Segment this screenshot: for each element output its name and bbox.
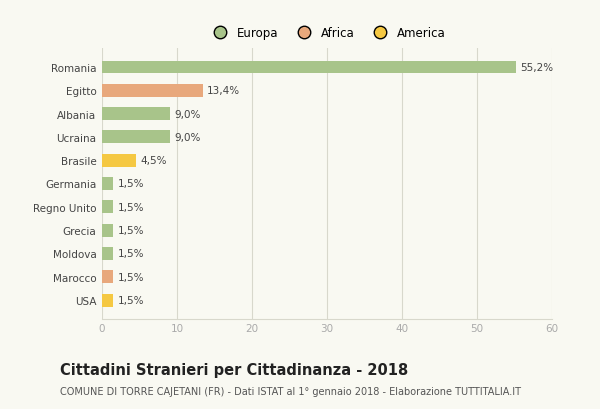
Bar	[102, 271, 113, 283]
Text: COMUNE DI TORRE CAJETANI (FR) - Dati ISTAT al 1° gennaio 2018 - Elaborazione TUT: COMUNE DI TORRE CAJETANI (FR) - Dati IST…	[60, 387, 521, 396]
Text: 1,5%: 1,5%	[118, 272, 144, 282]
Bar	[102, 154, 136, 167]
Text: 1,5%: 1,5%	[118, 202, 144, 212]
Text: 55,2%: 55,2%	[521, 63, 554, 73]
Bar	[102, 131, 170, 144]
Text: 4,5%: 4,5%	[140, 156, 167, 166]
Text: 1,5%: 1,5%	[118, 226, 144, 236]
Bar	[102, 178, 113, 191]
Text: Cittadini Stranieri per Cittadinanza - 2018: Cittadini Stranieri per Cittadinanza - 2…	[60, 362, 408, 377]
Text: 1,5%: 1,5%	[118, 179, 144, 189]
Bar	[102, 294, 113, 307]
Legend: Europa, Africa, America: Europa, Africa, America	[203, 22, 451, 45]
Bar	[102, 85, 203, 97]
Text: 9,0%: 9,0%	[174, 109, 200, 119]
Text: 13,4%: 13,4%	[207, 86, 240, 96]
Bar	[102, 108, 170, 121]
Text: 9,0%: 9,0%	[174, 133, 200, 142]
Text: 1,5%: 1,5%	[118, 249, 144, 259]
Bar	[102, 224, 113, 237]
Text: 1,5%: 1,5%	[118, 295, 144, 306]
Bar	[102, 247, 113, 260]
Bar	[102, 201, 113, 214]
Bar	[102, 61, 516, 74]
